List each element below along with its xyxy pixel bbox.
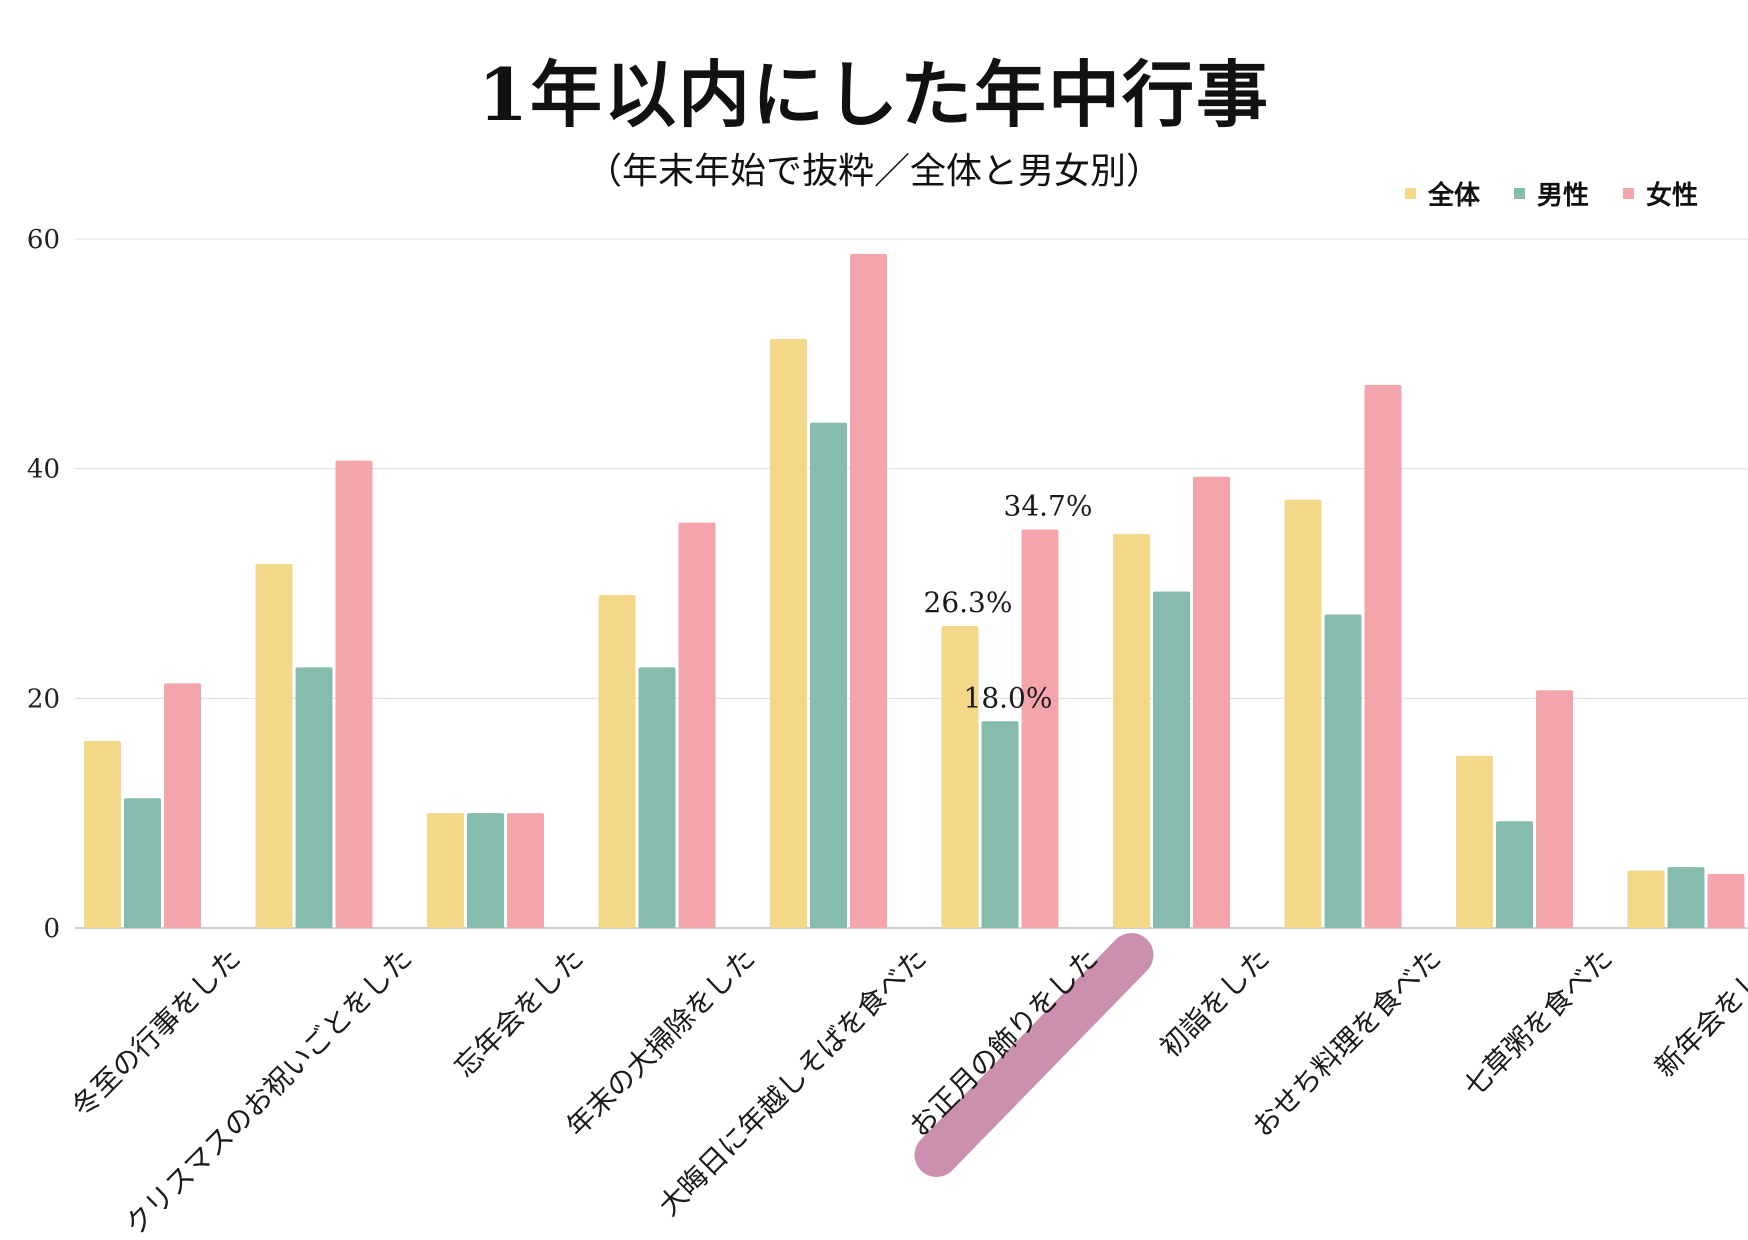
bar-1-0 <box>255 563 293 928</box>
bar-7-1 <box>1324 614 1362 928</box>
bar-3-0 <box>598 594 636 928</box>
x-tick-label-7: おせち料理を食べた <box>1246 942 1448 1144</box>
bar-9-2 <box>1707 874 1745 928</box>
data-label-0: 26.3% <box>924 586 1013 619</box>
bar-6-1 <box>1153 591 1190 928</box>
bar-7-2 <box>1364 384 1402 928</box>
data-label-2: 34.7% <box>1004 490 1093 523</box>
legend-swatch-female <box>1622 188 1634 199</box>
legend-item-female: 女性 <box>1622 175 1698 212</box>
bar-4-2 <box>850 253 887 928</box>
legend-swatch-male <box>1513 188 1525 199</box>
legend-label-female: 女性 <box>1645 181 1698 211</box>
x-tick-label-4: 大晦日に年越しそばを食べた <box>652 942 933 1223</box>
y-tick-label-60: 60 <box>27 225 60 255</box>
bar-9-1 <box>1667 867 1705 928</box>
x-tick-label-6: 初詣をした <box>1154 942 1276 1064</box>
bar-4-1 <box>810 422 847 928</box>
y-tick-label-20: 20 <box>27 684 60 714</box>
bar-8-0 <box>1456 755 1493 928</box>
bar-5-1 <box>981 721 1019 928</box>
x-tick-label-3: 年末の大掃除をした <box>560 942 762 1144</box>
legend-item-all: 全体 <box>1404 175 1480 212</box>
bar-3-1 <box>638 667 676 928</box>
legend-label-male: 男性 <box>1536 181 1589 211</box>
bar-0-1 <box>124 798 161 928</box>
x-tick-label-2: 忘年会をした <box>448 942 590 1084</box>
x-tick-label-8: 七草粥を食べた <box>1457 942 1619 1104</box>
bar-5-2 <box>1021 529 1059 928</box>
bar-2-1 <box>467 813 504 928</box>
bar-6-2 <box>1193 476 1230 928</box>
y-tick-label-40: 40 <box>27 455 60 485</box>
bar-1-1 <box>295 667 333 928</box>
bar-0-2 <box>164 683 201 928</box>
bar-2-2 <box>507 813 544 928</box>
legend-item-male: 男性 <box>1513 175 1589 212</box>
bar-8-1 <box>1496 821 1533 928</box>
bar-0-0 <box>84 740 121 928</box>
data-label-1: 18.0% <box>964 681 1053 714</box>
bar-1-2 <box>335 460 373 928</box>
bar-7-0 <box>1284 499 1322 928</box>
chart-title: 1年以内にした年中行事 <box>477 52 1271 137</box>
bar-5-0 <box>941 625 979 928</box>
legend-label-all: 全体 <box>1427 181 1480 211</box>
x-tick-label-9: 新年会をした <box>1648 942 1748 1084</box>
legend-swatch-all <box>1404 188 1416 199</box>
x-tick-label-0: 冬至の行事をした <box>65 942 247 1124</box>
bar-4-0 <box>770 338 807 928</box>
bar-3-2 <box>678 522 716 928</box>
chart-subtitle: （年末年始で抜粋／全体と男女別） <box>585 151 1162 192</box>
bar-9-0 <box>1627 870 1665 928</box>
bar-8-2 <box>1536 690 1573 928</box>
y-tick-label-0: 0 <box>43 914 60 944</box>
bar-6-0 <box>1113 534 1150 928</box>
bar-2-0 <box>427 813 464 928</box>
x-tick-label-1: クリスマスのお祝いごとをした <box>119 942 419 1240</box>
highlight-stroke <box>914 933 1154 1177</box>
legend: 全体 男性 女性 <box>1404 175 1698 212</box>
